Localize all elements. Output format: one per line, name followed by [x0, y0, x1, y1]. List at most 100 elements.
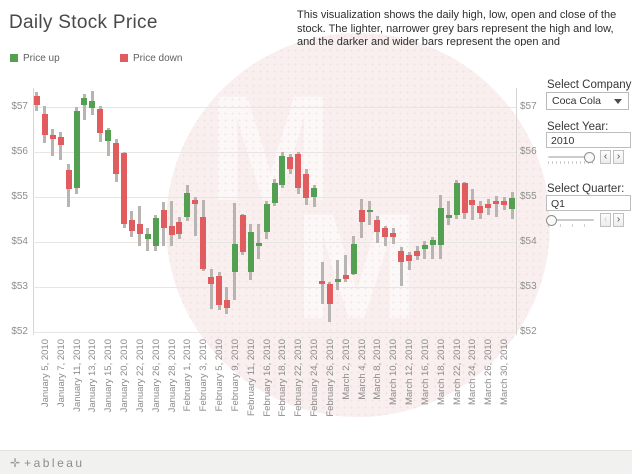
candle-high-low-mark[interactable] — [494, 195, 498, 218]
candle-open-close-mark[interactable] — [437, 208, 444, 245]
candle-high-low-mark[interactable] — [59, 132, 63, 161]
candle-open-close-mark[interactable] — [192, 200, 199, 205]
candle-open-close-mark[interactable] — [469, 199, 476, 206]
y-axis-label-left: $55 — [11, 190, 28, 202]
candle-open-close-mark[interactable] — [255, 243, 262, 246]
candle-open-close-mark[interactable] — [295, 153, 302, 189]
candle-open-close-mark[interactable] — [57, 136, 64, 145]
candle-high-low-mark[interactable] — [399, 247, 403, 286]
candle-open-close-mark[interactable] — [49, 134, 56, 140]
candle-open-close-mark[interactable] — [263, 203, 270, 233]
year-previous-button[interactable]: ‹ — [600, 150, 611, 164]
candle-open-close-mark[interactable] — [41, 113, 48, 136]
x-axis-label: January 26, 2010 — [150, 339, 162, 413]
tableau-logo[interactable]: ✛ +ableau — [10, 456, 85, 470]
select-company-label: Select Company: — [547, 79, 632, 91]
candle-open-close-mark[interactable] — [208, 277, 215, 284]
quarter-previous-button[interactable]: ‹ — [600, 213, 611, 227]
candle-open-close-mark[interactable] — [358, 210, 365, 223]
candle-open-close-mark[interactable] — [231, 244, 238, 272]
candle-high-low-mark[interactable] — [431, 237, 435, 259]
candle-open-close-mark[interactable] — [342, 274, 349, 280]
candle-open-close-mark[interactable] — [89, 100, 96, 108]
candle-open-close-mark[interactable] — [509, 198, 516, 210]
candle-high-low-mark[interactable] — [51, 129, 55, 156]
candle-open-close-mark[interactable] — [121, 153, 128, 224]
candle-open-close-mark[interactable] — [453, 183, 460, 215]
candle-open-close-mark[interactable] — [493, 201, 500, 204]
candle-open-close-mark[interactable] — [136, 223, 143, 235]
candle-open-close-mark[interactable] — [168, 225, 175, 235]
candle-open-close-mark[interactable] — [239, 215, 246, 253]
candle-open-close-mark[interactable] — [303, 174, 310, 199]
year-slider-handle[interactable] — [584, 152, 595, 163]
year-next-button[interactable]: › — [613, 150, 624, 164]
quarter-slider-track[interactable] — [548, 219, 594, 221]
candle-open-close-mark[interactable] — [398, 250, 405, 263]
candle-open-close-mark[interactable] — [279, 156, 286, 186]
candle-open-close-mark[interactable] — [200, 217, 207, 269]
candle-high-low-mark[interactable] — [82, 93, 86, 120]
candle-open-close-mark[interactable] — [445, 215, 452, 218]
candle-high-low-mark[interactable] — [106, 128, 110, 156]
candle-high-low-mark[interactable] — [257, 223, 261, 260]
company-dropdown[interactable]: Coca Cola — [546, 92, 629, 110]
candle-open-close-mark[interactable] — [461, 183, 468, 214]
candle-open-close-mark[interactable] — [429, 239, 436, 245]
candle-open-close-mark[interactable] — [97, 109, 104, 134]
candle-open-close-mark[interactable] — [152, 218, 159, 247]
candle-open-close-mark[interactable] — [350, 243, 357, 274]
candle-open-close-mark[interactable] — [65, 170, 72, 189]
candle-open-close-mark[interactable] — [176, 221, 183, 235]
candle-open-close-mark[interactable] — [326, 283, 333, 305]
x-axis-label: February 26, 2010 — [324, 339, 336, 417]
candle-open-close-mark[interactable] — [319, 281, 325, 284]
makeover-monday-watermark: M M — [166, 33, 550, 417]
candle-open-close-mark[interactable] — [73, 111, 80, 189]
candle-open-close-mark[interactable] — [144, 234, 151, 240]
candle-open-close-mark[interactable] — [287, 156, 294, 170]
candle-open-close-mark[interactable] — [406, 255, 413, 262]
candle-open-close-mark[interactable] — [414, 250, 421, 257]
candle-open-close-mark[interactable] — [128, 220, 135, 231]
candle-open-close-mark[interactable] — [501, 200, 508, 206]
candle-open-close-mark[interactable] — [382, 228, 389, 237]
y-gridline — [33, 106, 516, 108]
candle-high-low-mark[interactable] — [368, 200, 372, 226]
candle-open-close-mark[interactable] — [311, 187, 318, 197]
candle-open-close-mark[interactable] — [477, 205, 484, 213]
candle-open-close-mark[interactable] — [421, 244, 428, 249]
price-down-swatch — [120, 54, 128, 62]
candle-high-low-mark[interactable] — [146, 227, 150, 252]
candle-high-low-mark[interactable] — [209, 268, 213, 309]
quarter-input[interactable] — [546, 195, 631, 211]
y-gridline — [33, 286, 516, 288]
candle-open-close-mark[interactable] — [247, 232, 254, 272]
candle-open-close-mark[interactable] — [81, 97, 88, 105]
candle-open-close-mark[interactable] — [184, 193, 191, 218]
candle-open-close-mark[interactable] — [485, 203, 492, 209]
candle-high-low-mark[interactable] — [193, 197, 197, 236]
candle-open-close-mark[interactable] — [334, 278, 341, 282]
candle-open-close-mark[interactable] — [366, 210, 373, 212]
candle-open-close-mark[interactable] — [223, 300, 230, 309]
candle-open-close-mark[interactable] — [390, 232, 397, 237]
candle-high-low-mark[interactable] — [447, 201, 451, 225]
candle-open-close-mark[interactable] — [271, 183, 278, 203]
quarter-slider-handle[interactable] — [546, 215, 557, 226]
select-quarter-label: Select Quarter: — [547, 183, 625, 195]
candle-high-low-mark[interactable] — [423, 240, 427, 259]
price-up-label: Price up — [23, 53, 60, 64]
candle-open-close-mark[interactable] — [33, 95, 40, 105]
candle-open-close-mark[interactable] — [160, 209, 167, 228]
candle-high-low-mark[interactable] — [336, 260, 340, 290]
quarter-next-button[interactable]: › — [613, 213, 624, 227]
candle-open-close-mark[interactable] — [113, 143, 120, 174]
candle-high-low-mark[interactable] — [344, 255, 348, 282]
candle-open-close-mark[interactable] — [216, 275, 223, 306]
year-input[interactable] — [546, 132, 631, 148]
candle-open-close-mark[interactable] — [374, 219, 381, 232]
year-slider-track[interactable] — [548, 156, 594, 158]
candle-open-close-mark[interactable] — [105, 130, 112, 141]
candle-high-low-mark[interactable] — [170, 200, 174, 246]
